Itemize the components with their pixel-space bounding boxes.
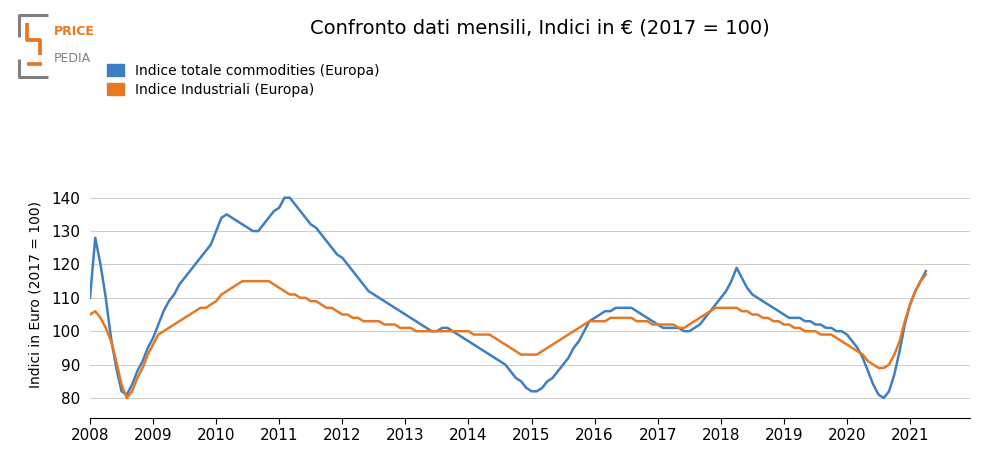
Legend: Indice totale commodities (Europa), Indice Industriali (Europa): Indice totale commodities (Europa), Indi…	[107, 64, 379, 97]
Text: PEDIA: PEDIA	[54, 52, 91, 65]
Text: Confronto dati mensili, Indici in € (2017 = 100): Confronto dati mensili, Indici in € (201…	[310, 19, 770, 38]
Text: PRICE: PRICE	[54, 25, 95, 38]
Y-axis label: Indici in Euro (2017 = 100): Indici in Euro (2017 = 100)	[29, 201, 43, 388]
